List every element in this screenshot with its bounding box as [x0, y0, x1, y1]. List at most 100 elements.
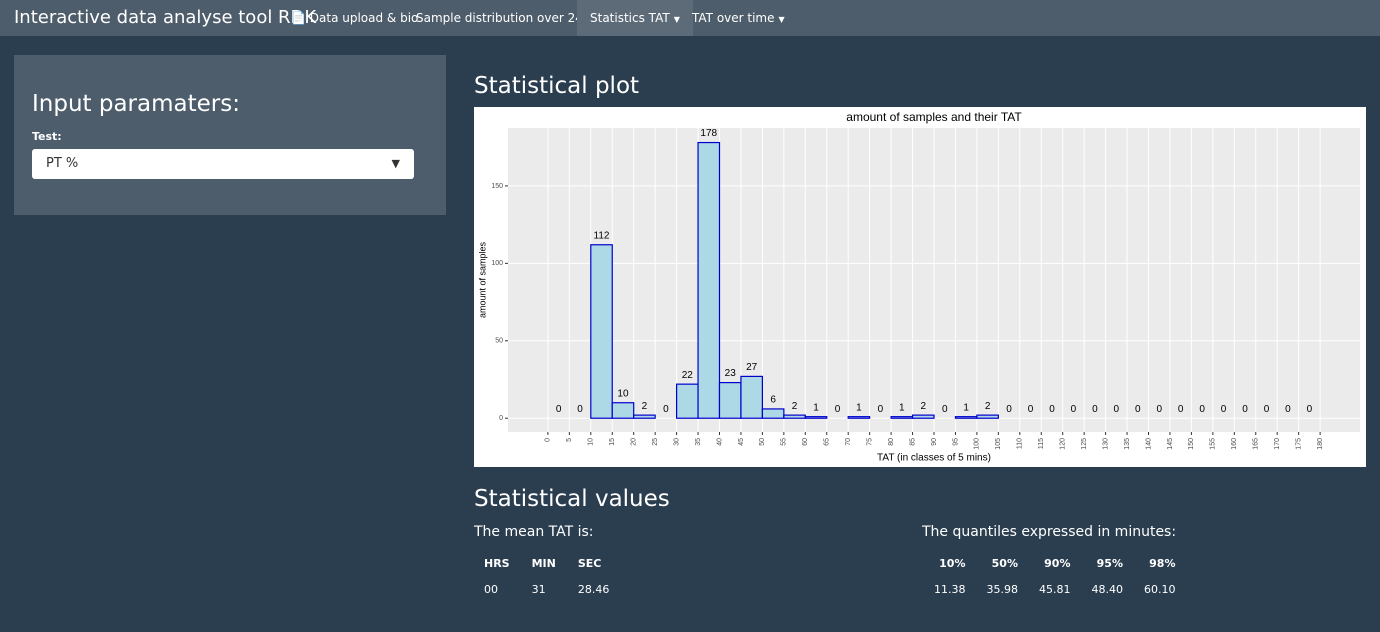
th: MIN: [531, 556, 556, 570]
data-label: 0: [1264, 404, 1270, 415]
x-axis-label: TAT (in classes of 5 mins): [877, 453, 991, 464]
td: 00: [484, 582, 498, 596]
x-tick-label: 80: [888, 438, 895, 446]
x-tick-label: 45: [738, 438, 745, 446]
data-label: 0: [1242, 404, 1248, 415]
data-label: 0: [1114, 404, 1120, 415]
data-label: 0: [1049, 404, 1055, 415]
data-label: 0: [1178, 404, 1184, 415]
x-tick-label: 150: [1188, 438, 1195, 450]
x-tick-label: 65: [824, 438, 831, 446]
caption: The mean TAT is:: [474, 524, 594, 540]
bar: [611, 402, 635, 419]
data-label: 0: [878, 404, 884, 415]
th: HRS: [484, 556, 510, 570]
x-tick-label: 30: [673, 438, 680, 446]
data-label: 0: [1028, 404, 1034, 415]
data-label: 2: [920, 401, 926, 412]
data-label: 22: [682, 370, 694, 381]
y-tick-label: 0: [499, 415, 503, 422]
data-label: 0: [556, 404, 562, 415]
data-label: 0: [942, 404, 948, 415]
data-label: 0: [1092, 404, 1098, 415]
nav-item[interactable]: 📄 Data upload & bio: [291, 11, 419, 25]
th: 95%: [1096, 556, 1123, 570]
brand[interactable]: Interactive data analyse tool RDK: [14, 7, 317, 28]
bar: [954, 416, 978, 419]
th: 10%: [939, 556, 966, 570]
data-label: 27: [746, 362, 758, 373]
caption: The quantiles expressed in minutes:: [922, 524, 1177, 540]
x-tick-label: 85: [909, 438, 916, 446]
x-tick-label: 35: [695, 438, 702, 446]
quantile-table: 10% 50% 90% 95% 98% 11.38 35.98 45.81 48.40 60.1…: [922, 550, 1185, 602]
x-tick-label: 100: [974, 438, 981, 450]
chart: amount of samples and their TAT TAT (in …: [477, 110, 1360, 464]
data-label: 1: [899, 402, 905, 413]
bar: [847, 416, 871, 419]
x-tick-label: 115: [1038, 438, 1045, 449]
bar: [675, 383, 699, 419]
nav-text: Sample distribution over 24h: [416, 11, 591, 25]
x-tick-label: 135: [1124, 438, 1131, 450]
td: 60.10: [1144, 582, 1176, 596]
th: 50%: [991, 556, 1018, 570]
x-tick-label: 145: [1167, 438, 1174, 450]
bar: [804, 416, 828, 419]
x-tick-label: 40: [716, 438, 723, 446]
x-tick-label: 170: [1274, 438, 1281, 450]
x-tick-label: 55: [781, 438, 788, 446]
data-label: 1: [856, 402, 862, 413]
data-label: 0: [663, 404, 669, 415]
x-tick-label: 10: [588, 438, 595, 446]
td: 48.40: [1091, 582, 1124, 596]
y-tick-label: 150: [491, 183, 503, 190]
data-label: 6: [770, 395, 776, 406]
x-tick-label: 120: [1060, 438, 1067, 450]
th: 98%: [1149, 556, 1176, 570]
y-tick-label: 50: [495, 338, 503, 345]
td: 28.46: [577, 582, 610, 596]
bar: [590, 244, 613, 419]
data-label: 2: [642, 401, 648, 412]
x-tick-label: 105: [995, 438, 1002, 450]
heading: Statistical values: [474, 486, 670, 512]
bar: [633, 414, 656, 419]
plot: amount of samples and their TAT TAT (in …: [474, 107, 1366, 467]
th: SEC: [577, 556, 602, 570]
sidebar: Input paramaters: Test: PT % ▼: [14, 55, 446, 215]
data-label: 0: [577, 404, 583, 415]
bar: [740, 375, 763, 419]
th: 90%: [1044, 556, 1071, 570]
y-axis-label: amount of samples: [477, 241, 487, 318]
data-label: 0: [1006, 404, 1012, 415]
data-label: 0: [1135, 404, 1141, 415]
select-value: PT %: [46, 156, 79, 171]
data-label: 0: [1156, 404, 1162, 415]
data-label: 1: [813, 402, 819, 413]
data-label: 10: [617, 388, 629, 399]
bar: [761, 408, 785, 419]
x-tick-label: 165: [1253, 438, 1260, 450]
data-label: 2: [792, 401, 798, 412]
x-tick-label: 95: [952, 438, 959, 446]
data-label: 1: [963, 402, 969, 413]
data-label: 23: [725, 368, 737, 379]
data-label: 2: [985, 401, 991, 412]
td: 31: [531, 582, 546, 596]
data-label: 0: [1071, 404, 1077, 415]
x-tick-label: 70: [845, 438, 852, 446]
chart-title: amount of samples and their TAT: [846, 110, 1022, 124]
td: 11.38: [934, 582, 966, 596]
select[interactable]: PT % ▼: [32, 149, 414, 179]
x-tick-label: 130: [1102, 438, 1109, 450]
x-tick-label: 15: [609, 438, 616, 446]
nav-item[interactable]: Statistics TAT ▼: [577, 0, 693, 36]
x-tick-label: 75: [866, 438, 873, 446]
bar: [890, 416, 914, 419]
x-tick-label: 20: [631, 438, 638, 446]
x-tick-label: 50: [759, 438, 766, 446]
nav-item[interactable]: TAT over time ▼: [692, 11, 785, 25]
nav-text: Data upload & bio: [309, 11, 419, 25]
bar: [697, 141, 721, 419]
